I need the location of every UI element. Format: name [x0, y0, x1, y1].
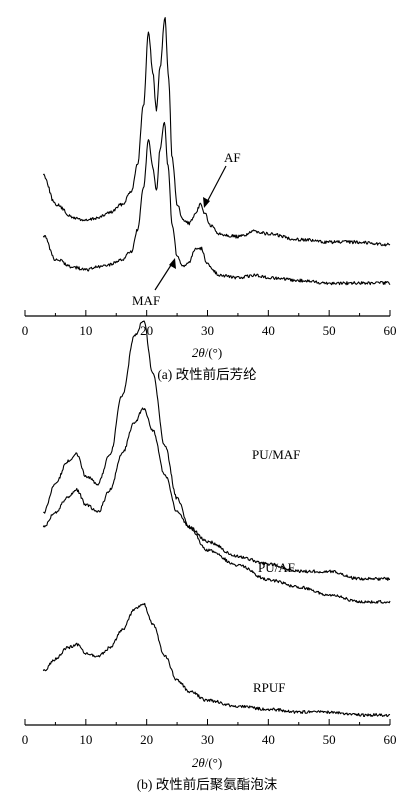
panel-b-plot-area	[42, 320, 391, 718]
panel-a-caption: (a) 改性前后芳纶	[157, 366, 256, 382]
panel-a-x-tick-label: 0	[22, 323, 29, 338]
panel-a-x-tick-label: 40	[262, 323, 275, 338]
panel-a-x-tick-label: 10	[79, 323, 92, 338]
panel-a-arrowhead-maf	[169, 258, 176, 269]
panel-b-x-tick-label: 20	[140, 732, 153, 747]
chart-panel-b: 0 10 20 30 40 50 60 PU/MAF PU/AF RPUF 2θ/(°) (…	[22, 320, 397, 792]
chart-panel-a: 0 10 20 30 40 50 60 AF MAF 2θ/(°) (a) 改性前后芳纶	[22, 17, 397, 382]
panel-a-x-tick-label: 60	[384, 323, 397, 338]
panel-b-series-label-rpuf: RPUF	[253, 680, 286, 695]
panel-b-x-tick-label: 50	[323, 732, 336, 747]
panel-b-trace-rpuf	[42, 602, 391, 718]
panel-b-x-tick-label: 30	[201, 732, 214, 747]
panel-a-series-label-maf: MAF	[132, 293, 160, 308]
panel-b-trace-pu-af	[43, 320, 391, 604]
panel-a-trace-af	[42, 17, 391, 247]
panel-a-trace-maf	[42, 121, 391, 286]
panel-b-x-tick-label: 60	[384, 732, 397, 747]
panel-a-x-ticks: 0 10 20 30 40 50 60	[22, 310, 397, 338]
panel-a-x-tick-label: 50	[323, 323, 336, 338]
panel-a-arrowhead-af	[203, 197, 210, 208]
panel-b-x-tick-label: 40	[262, 732, 275, 747]
panel-a-arrow-af	[205, 165, 227, 205]
panel-a-series-label-af: AF	[224, 150, 241, 165]
panel-b-x-tick-label: 0	[22, 732, 29, 747]
panel-b-trace-pu-maf	[42, 407, 390, 581]
panel-b-x-ticks: 0 10 20 30 40 50 60	[22, 719, 397, 747]
panel-a-plot-area	[42, 17, 391, 286]
panel-b-x-axis-title: 2θ/(°)	[192, 755, 222, 770]
panel-b-series-label-pu-af: PU/AF	[258, 560, 295, 575]
panel-a-x-tick-label: 30	[201, 323, 214, 338]
panel-b-series-label-pu-maf: PU/MAF	[252, 447, 300, 462]
panel-b-x-tick-label: 10	[79, 732, 92, 747]
panel-a-x-axis-title: 2θ/(°)	[192, 345, 222, 360]
panel-a-arrow-maf	[154, 261, 174, 291]
panel-b-caption: (b) 改性前后聚氨酯泡沫	[137, 776, 278, 792]
